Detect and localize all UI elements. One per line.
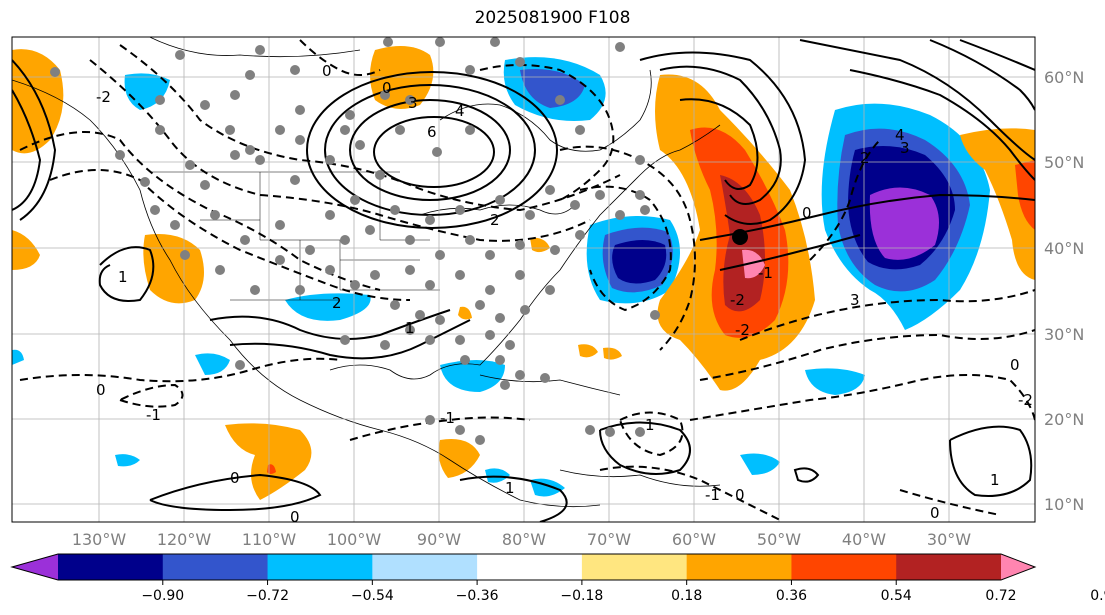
lat-label: 20°N <box>1044 410 1084 429</box>
contour-label: 0 <box>96 381 106 399</box>
contour-label: 2 <box>332 294 342 312</box>
contour-label: 0 <box>290 508 300 526</box>
colorbar-swatch <box>686 554 792 580</box>
colorbar-swatches <box>12 554 1035 585</box>
colorbar-tick-label: 0.36 <box>776 588 807 604</box>
lon-label: 80°W <box>502 530 546 549</box>
lon-label: 70°W <box>587 530 631 549</box>
latitude-labels: 60°N 50°N 40°N 30°N 20°N 10°N <box>1044 68 1084 514</box>
contour-label: 2 <box>490 211 500 229</box>
colorbar-swatch <box>896 554 1002 580</box>
contour-label: 3 <box>850 291 860 309</box>
contour-label: 0 <box>230 469 240 487</box>
lat-label: 10°N <box>1044 495 1084 514</box>
contour-label: 0 <box>930 504 940 522</box>
colorbar-swatch <box>162 554 269 580</box>
lon-label: 30°W <box>927 530 971 549</box>
contour-label: 2 <box>860 149 870 167</box>
colorbar-tick-label: 0.90 <box>1090 588 1105 604</box>
lon-label: 40°W <box>842 530 886 549</box>
contour-label: 1 <box>505 479 515 497</box>
lon-label: 50°W <box>757 530 801 549</box>
colorbar-swatch <box>581 554 688 580</box>
colorbar-extend-low <box>12 554 58 580</box>
colorbar-ticks: −0.90 −0.72 −0.54 −0.36 −0.18 0.18 0.36 … <box>141 588 1105 604</box>
map-frame <box>11 36 1036 523</box>
colorbar-tick-label: 0.72 <box>985 588 1016 604</box>
colorbar-tick-label: 0.54 <box>881 588 912 604</box>
lat-label: 60°N <box>1044 68 1084 87</box>
lon-label: 60°W <box>672 530 716 549</box>
contour-label: 1 <box>405 319 415 337</box>
contour-label: 1 <box>118 268 128 286</box>
contour-label: 6 <box>427 123 437 141</box>
lon-label: 130°W <box>72 530 127 549</box>
colorbar-tick-label: −0.18 <box>560 588 603 604</box>
coastlines <box>12 37 721 508</box>
dashed-contours <box>19 39 1035 521</box>
contour-label: 0 <box>735 486 745 504</box>
contour-label: 4 <box>455 102 465 120</box>
contour-label: -1 <box>440 409 455 427</box>
colorbar-outline <box>10 553 1037 581</box>
lon-label: 120°W <box>157 530 212 549</box>
contour-label: -2 <box>735 321 750 339</box>
lat-label: 50°N <box>1044 153 1084 172</box>
colorbar-swatch <box>58 554 164 580</box>
lat-label: 40°N <box>1044 239 1084 258</box>
colorbar-tick-label: −0.36 <box>456 588 499 604</box>
contour-label: 1 <box>645 416 655 434</box>
contour-label: -2 <box>96 88 111 106</box>
lat-label: 30°N <box>1044 325 1084 344</box>
contour-label: 0 <box>382 79 392 97</box>
colorbar-tick-label: −0.90 <box>141 588 184 604</box>
contour-label: 4 <box>895 126 905 144</box>
contour-label: -1 <box>146 406 161 424</box>
lon-label: 100°W <box>327 530 382 549</box>
contour-label: 0 <box>802 204 812 222</box>
colorbar-swatch <box>267 554 373 580</box>
colorbar-tick-label: −0.72 <box>246 588 289 604</box>
contour-label: 3 <box>408 94 418 112</box>
contour-label: 3 <box>900 139 910 157</box>
colorbar: −0.90 −0.72 −0.54 −0.36 −0.18 0.18 0.36 … <box>10 553 1105 604</box>
contour-labels: 6 4 3 2 0 0 0 -2 -1 1 2 1 4 3 2 0 -1 -2 … <box>96 62 1033 526</box>
colorbar-swatch <box>477 554 583 580</box>
contour-label: 0 <box>1010 356 1020 374</box>
observation-dots <box>50 37 660 445</box>
colorbar-swatch <box>791 554 897 580</box>
colorbar-swatch <box>372 554 478 580</box>
longitude-labels: 130°W 120°W 110°W 100°W 90°W 80°W 70°W 6… <box>72 530 971 549</box>
contour-label: -1 <box>758 264 773 282</box>
contour-label: 1 <box>990 471 1000 489</box>
map-title: 2025081900 F108 <box>474 8 631 28</box>
contour-label: 0 <box>322 62 332 80</box>
colorbar-tick-label: −0.54 <box>351 588 394 604</box>
contour-label: -1 <box>705 486 720 504</box>
colorbar-extend-high <box>1001 554 1035 580</box>
storm-center-marker <box>732 229 748 245</box>
contour-label: -2 <box>1018 391 1033 409</box>
lon-label: 110°W <box>242 530 297 549</box>
contour-label: -2 <box>730 291 745 309</box>
colorbar-tick-label: 0.18 <box>671 588 702 604</box>
lon-label: 90°W <box>417 530 461 549</box>
